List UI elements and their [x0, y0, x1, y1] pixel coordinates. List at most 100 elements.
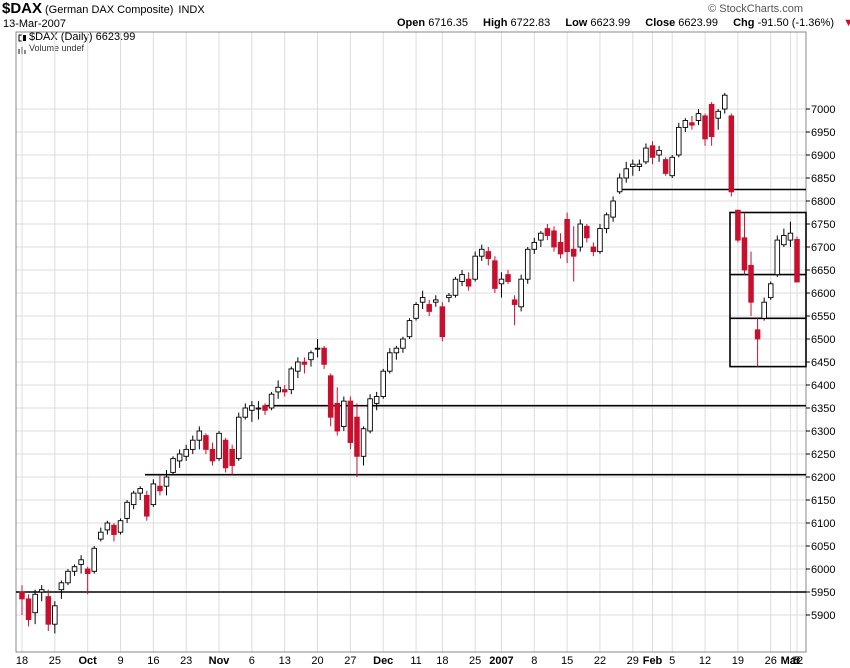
- candle: [19, 585, 25, 615]
- candle-body: [347, 400, 354, 443]
- candle: [157, 474, 163, 496]
- candle: [354, 403, 360, 477]
- candle-body: [203, 435, 209, 450]
- candle-body: [104, 522, 111, 531]
- candle-body: [649, 145, 656, 158]
- candle-body: [400, 338, 406, 349]
- high-value: 6722.83: [510, 17, 551, 29]
- candle: [124, 500, 130, 523]
- candle: [722, 92, 728, 114]
- candle: [25, 594, 32, 627]
- candle: [295, 357, 301, 379]
- x-tick-label: Nov: [209, 655, 231, 667]
- x-tick-label: 5: [669, 655, 675, 667]
- candle: [446, 293, 452, 303]
- y-tick-label: 5900: [811, 610, 835, 622]
- candle-body: [52, 605, 58, 625]
- candle: [485, 247, 492, 266]
- candle-body: [643, 147, 649, 163]
- candle: [708, 102, 715, 146]
- candle-body: [426, 304, 432, 312]
- x-tick-label: 25: [49, 655, 61, 667]
- candle: [341, 396, 347, 431]
- y-tick-label: 6750: [811, 219, 835, 231]
- candle: [111, 523, 117, 542]
- candle-body: [735, 209, 741, 241]
- y-tick-label: 6400: [811, 380, 835, 392]
- candle: [327, 373, 334, 427]
- candle-body: [354, 416, 360, 457]
- candle-body: [216, 432, 222, 460]
- y-tick-label: 6600: [811, 288, 835, 300]
- candle: [781, 228, 787, 247]
- candle-body: [163, 476, 170, 487]
- candle: [715, 109, 721, 130]
- candle: [570, 226, 577, 282]
- candle-body: [570, 248, 577, 257]
- candle: [689, 115, 695, 130]
- candle: [767, 281, 774, 300]
- candle: [52, 601, 58, 634]
- candle: [268, 391, 275, 411]
- candle: [84, 566, 91, 595]
- x-tick-label: 9: [117, 655, 123, 667]
- candle: [163, 470, 170, 496]
- candle: [511, 295, 518, 326]
- candle: [630, 159, 636, 176]
- candle: [524, 247, 531, 284]
- candle-body: [413, 304, 419, 319]
- candle: [557, 233, 564, 259]
- candle: [761, 297, 767, 321]
- candle-body: [176, 453, 183, 462]
- candle: [400, 336, 406, 353]
- candle-body: [551, 230, 557, 248]
- candle-body: [439, 306, 446, 338]
- candle: [45, 589, 52, 632]
- candle-body: [577, 223, 584, 248]
- candle: [544, 224, 551, 241]
- y-tick-label: 6350: [811, 403, 835, 415]
- candle: [190, 435, 196, 454]
- candle-body: [446, 294, 452, 299]
- candle: [735, 209, 741, 243]
- candle: [347, 396, 354, 450]
- candle-body: [288, 368, 295, 391]
- candle-body: [124, 501, 130, 519]
- x-tick-label: Feb: [643, 655, 663, 667]
- y-tick-label: 6100: [811, 518, 835, 530]
- candle: [669, 155, 675, 178]
- candle: [281, 385, 288, 397]
- candle-body: [676, 126, 682, 156]
- candle-body: [242, 407, 249, 418]
- y-tick-label: 6450: [811, 357, 835, 369]
- candle: [616, 173, 623, 195]
- chart-date: 13-Mar-2007: [3, 18, 66, 30]
- y-tick-label: 6850: [811, 173, 835, 185]
- candle: [262, 403, 268, 415]
- candle-body: [708, 103, 715, 138]
- candle: [321, 345, 327, 369]
- candle-body: [327, 375, 334, 418]
- x-tick-label: 20: [311, 655, 323, 667]
- candle: [584, 224, 590, 243]
- x-tick-label: 22: [594, 655, 606, 667]
- symbol-title: $DAX (German DAX Composite) INDX: [2, 1, 205, 16]
- candle-body: [485, 251, 492, 259]
- candle: [249, 401, 255, 422]
- candle-body: [636, 163, 643, 167]
- y-tick-label: 6250: [811, 449, 835, 461]
- low-value: 6623.99: [590, 17, 631, 29]
- candle: [538, 230, 544, 247]
- candle: [610, 196, 616, 222]
- y-tick-label: 6300: [811, 426, 835, 438]
- open-label: Open: [397, 17, 426, 29]
- candle-body: [45, 596, 52, 625]
- close-label: Close: [645, 17, 676, 29]
- candle: [334, 387, 341, 436]
- candle-body: [524, 248, 531, 280]
- candle-body: [518, 278, 524, 308]
- candle: [623, 161, 629, 183]
- candle-body: [387, 352, 393, 372]
- candle-body: [91, 547, 97, 572]
